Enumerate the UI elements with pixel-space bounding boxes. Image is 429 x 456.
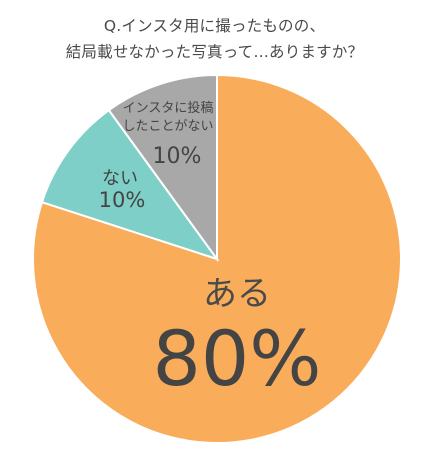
slice-label-aru: ある: [203, 274, 271, 314]
slice-aru: [32, 73, 402, 444]
chart-title-line-1: Q.インスタ用に撮ったものの、: [103, 17, 326, 35]
slice-never-posted: [107, 73, 218, 263]
slice-label-never-posted-line-2: したことがない: [122, 119, 213, 134]
slice-label-never-posted-line-1: インスタに投稿: [123, 100, 214, 116]
slice-label-nai: ない: [102, 168, 138, 189]
slice-nai: [40, 108, 220, 261]
pie-slices: [32, 73, 402, 444]
chart-title-line-2: 結局載せなかった写真って…ありますか？: [65, 43, 364, 61]
slice-value-nai: 10%: [99, 188, 146, 212]
slice-value-aru: 80%: [153, 314, 322, 403]
slice-value-never-posted: 10%: [153, 144, 202, 169]
pie-labels: ある 80% ない 10% インスタに投稿 したことがない 10%: [99, 100, 322, 403]
